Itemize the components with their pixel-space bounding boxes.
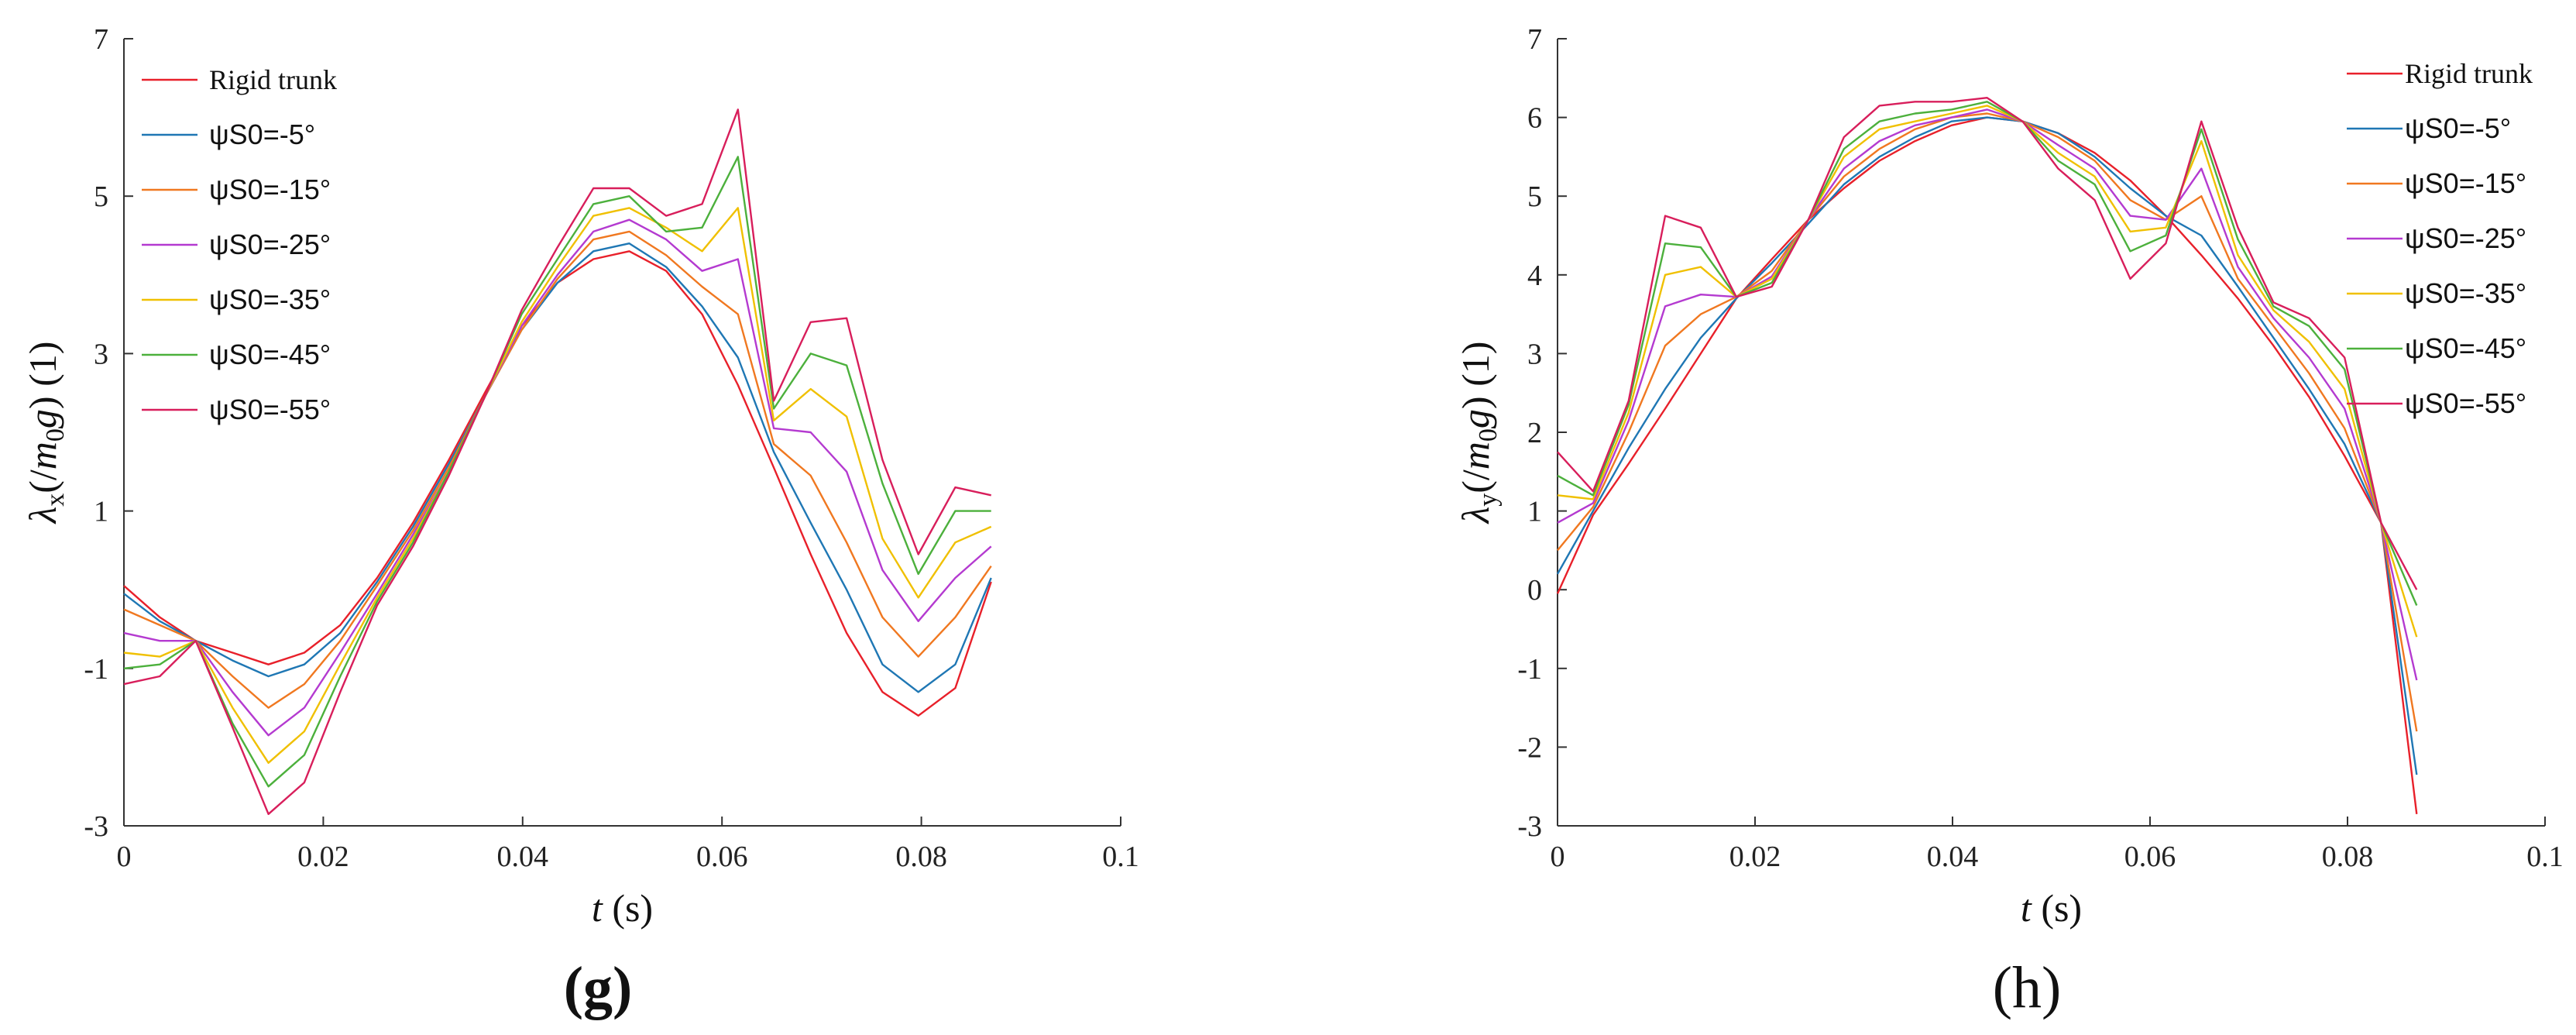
legend-label-3: ψS0=-25° [209, 229, 331, 260]
y-tick-label: -2 [1517, 731, 1542, 764]
series-line-1 [1556, 116, 2418, 775]
y-tick-label: 1 [94, 496, 108, 528]
x-tick-label: 0.02 [1729, 841, 1781, 873]
y-axis-unit: (1) [21, 342, 64, 387]
y-tick-label: 5 [1527, 181, 1542, 213]
y-tick-label: -3 [84, 810, 108, 843]
x-tick-label: 0.04 [1927, 841, 1979, 873]
y-axis-paren-close: ) [1454, 396, 1497, 409]
chart-panel-h: 0 0.02 0.04 0.06 0.08 0.1 -3 -2 -1 0 1 2 3 4 5 6 7 Rigid … [1454, 23, 2564, 1020]
x-tick-label: 0 [117, 841, 132, 873]
y-axis-m: m [1454, 442, 1497, 469]
y-axis-subscript: x [41, 493, 70, 507]
panel-label: (h) [1993, 955, 2062, 1020]
y-tick-label: 6 [1527, 102, 1542, 135]
x-tick-label: 0.02 [297, 841, 349, 873]
x-tick-label: 0.06 [696, 841, 748, 873]
legend-label-2: ψS0=-15° [209, 174, 331, 205]
legend-label-0: Rigid trunk [2405, 58, 2533, 89]
legend-label-5: ψS0=-45° [2405, 332, 2526, 364]
y-axis-g: g [1454, 409, 1497, 428]
series-line-2 [1557, 112, 2418, 732]
legend-label-5: ψS0=-45° [209, 339, 331, 370]
x-tick-label: 0.08 [895, 841, 947, 873]
y-axis-unit: (1) [1454, 342, 1497, 387]
y-tick-label: 5 [94, 181, 108, 213]
y-tick-label: 2 [1527, 417, 1542, 449]
x-tick-label: 0.1 [1102, 841, 1139, 873]
x-axis-space [603, 886, 613, 930]
legend-label-6: ψS0=-55° [209, 394, 331, 425]
panel-label: (g) [564, 955, 633, 1020]
y-axis-space [1454, 387, 1497, 397]
y-tick-label: 7 [94, 23, 108, 56]
y-tick-label: 4 [1527, 260, 1542, 292]
series-line-2 [123, 230, 992, 709]
y-axis-m-subscript: 0 [1474, 428, 1503, 442]
legend: Rigid trunk ψS0=-5° ψS0=-15° ψS0=-25° ψS0=-3… [2347, 58, 2533, 419]
legend-label-4: ψS0=-35° [2405, 277, 2526, 309]
y-axis-paren-close: ) [21, 396, 64, 409]
legend-label-1: ψS0=-5° [2405, 112, 2511, 144]
y-axis-label: λy(/m0g) (1) [1454, 342, 1503, 525]
series-line-6 [1557, 96, 2418, 590]
y-tick-label: 3 [94, 338, 108, 370]
x-tick-label: 0.1 [2526, 841, 2564, 873]
y-axis-space [21, 387, 64, 397]
x-axis-label: t (s) [2021, 886, 2082, 930]
y-axis-paren-open: (/ [21, 469, 64, 493]
x-tick-label: 0.08 [2322, 841, 2374, 873]
series-line-5 [123, 156, 991, 788]
series-line-0 [123, 250, 992, 717]
x-axis-label: t (s) [592, 886, 653, 930]
x-axis-symbol: t [2021, 886, 2032, 930]
y-axis-subscript: y [1474, 493, 1503, 507]
series-line-3 [1557, 108, 2418, 681]
series-line-3 [123, 218, 992, 737]
y-axis-g: g [21, 409, 64, 428]
series-line-4 [1557, 105, 2418, 638]
x-tick-label: 0.06 [2124, 841, 2176, 873]
y-tick-label: -1 [84, 653, 108, 686]
y-tick-label: -1 [1517, 653, 1542, 686]
y-tick-label: 0 [1527, 574, 1542, 607]
chart-panel-g: 0 0.02 0.04 0.06 0.08 0.1 -3 -1 1 3 5 7 Rigid trunk ψ… [21, 23, 1139, 1020]
series-line-4 [123, 207, 992, 764]
y-tick-label: 3 [1527, 338, 1542, 370]
legend-label-4: ψS0=-35° [209, 284, 331, 315]
legend: Rigid trunk ψS0=-5° ψS0=-15° ψS0=-25° ψS0=-3… [142, 64, 337, 425]
series-line-6 [123, 108, 991, 816]
legend-label-6: ψS0=-55° [2405, 387, 2526, 419]
x-axis-space [2032, 886, 2042, 930]
y-axis-label: λx(/m0g) (1) [21, 342, 70, 525]
y-tick-label: 1 [1527, 496, 1542, 528]
x-tick-label: 0.04 [497, 841, 549, 873]
y-axis-m: m [21, 442, 64, 469]
series-line-1 [123, 242, 992, 693]
x-axis-unit: (s) [2041, 886, 2082, 930]
legend-label-0: Rigid trunk [209, 64, 337, 95]
x-axis-unit: (s) [612, 886, 653, 930]
legend-label-3: ψS0=-25° [2405, 222, 2526, 254]
series-line-5 [1557, 101, 2418, 606]
y-axis-symbol: λ [21, 507, 64, 525]
legend-label-2: ψS0=-15° [2405, 167, 2526, 199]
y-tick-label: -3 [1517, 810, 1542, 843]
legend-label-1: ψS0=-5° [209, 119, 315, 150]
y-axis-m-subscript: 0 [41, 428, 70, 442]
y-axis-paren-open: (/ [1454, 469, 1497, 493]
x-axis-symbol: t [592, 886, 603, 930]
x-tick-label: 0 [1551, 841, 1565, 873]
y-tick-label: 7 [1527, 23, 1542, 56]
y-axis-symbol: λ [1454, 507, 1497, 525]
